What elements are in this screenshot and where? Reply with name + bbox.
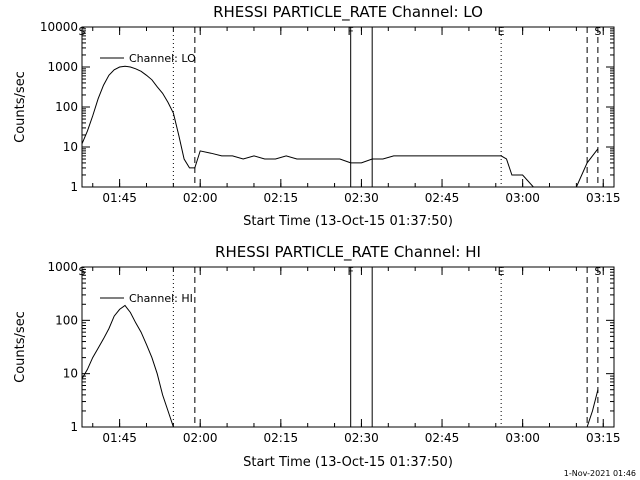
x-tick-label: 02:45 [425,431,460,445]
x-tick-label: 02:30 [344,191,379,205]
event-marker-label: F [348,265,354,278]
y-axis-label: Counts/sec [13,311,28,383]
x-tick-label: 02:45 [425,191,460,205]
x-tick-label: 01:45 [102,431,137,445]
panel-lo: RHESSI PARTICLE_RATE Channel: LO Start T… [13,3,621,229]
footer-timestamp: 1-Nov-2021 01:46 [564,469,636,478]
y-tick-label: 10 [63,367,78,381]
chart-title: RHESSI PARTICLE_RATE Channel: HI [215,243,481,262]
event-marker-label: E [498,265,505,278]
x-tick-label: 02:00 [183,191,218,205]
legend-label: Channel: HI [129,292,193,305]
panel-hi: RHESSI PARTICLE_RATE Channel: HI Start T… [13,243,621,470]
y-tick-label: 100 [55,313,78,327]
y-tick-label: 1 [70,180,78,194]
x-tick-label: 03:00 [505,431,540,445]
x-tick-label: 03:00 [505,191,540,205]
chart-title: RHESSI PARTICLE_RATE Channel: LO [213,3,483,22]
y-tick-label: 10000 [40,20,78,34]
x-tick-label: 02:00 [183,431,218,445]
event-marker-label: S [79,265,86,278]
x-tick-label: 02:15 [264,191,299,205]
y-tick-label: 100 [55,100,78,114]
x-tick-label: 03:15 [586,431,621,445]
event-marker-label: S [594,265,601,278]
y-axis-label: Counts/sec [13,71,28,143]
y-tick-label: 1 [70,420,78,434]
event-marker-label: F [348,25,354,38]
x-axis-label: Start Time (13-Oct-15 01:37:50) [243,214,453,229]
x-tick-label: 02:15 [264,431,299,445]
event-marker-label: S [594,25,601,38]
event-marker-label: S [79,25,86,38]
y-tick-label: 10 [63,140,78,154]
x-tick-label: 02:30 [344,431,379,445]
x-tick-label: 03:15 [586,191,621,205]
plot-frame [81,266,615,428]
x-tick-label: 01:45 [102,191,137,205]
event-marker-label: E [498,25,505,38]
series-line [82,304,599,427]
y-tick-label: 1000 [47,60,78,74]
series-line [82,65,599,187]
y-tick-label: 1000 [47,260,78,274]
x-axis-label: Start Time (13-Oct-15 01:37:50) [243,455,453,470]
plot-frame [81,26,615,188]
legend-label: Channel: LO [129,52,196,65]
